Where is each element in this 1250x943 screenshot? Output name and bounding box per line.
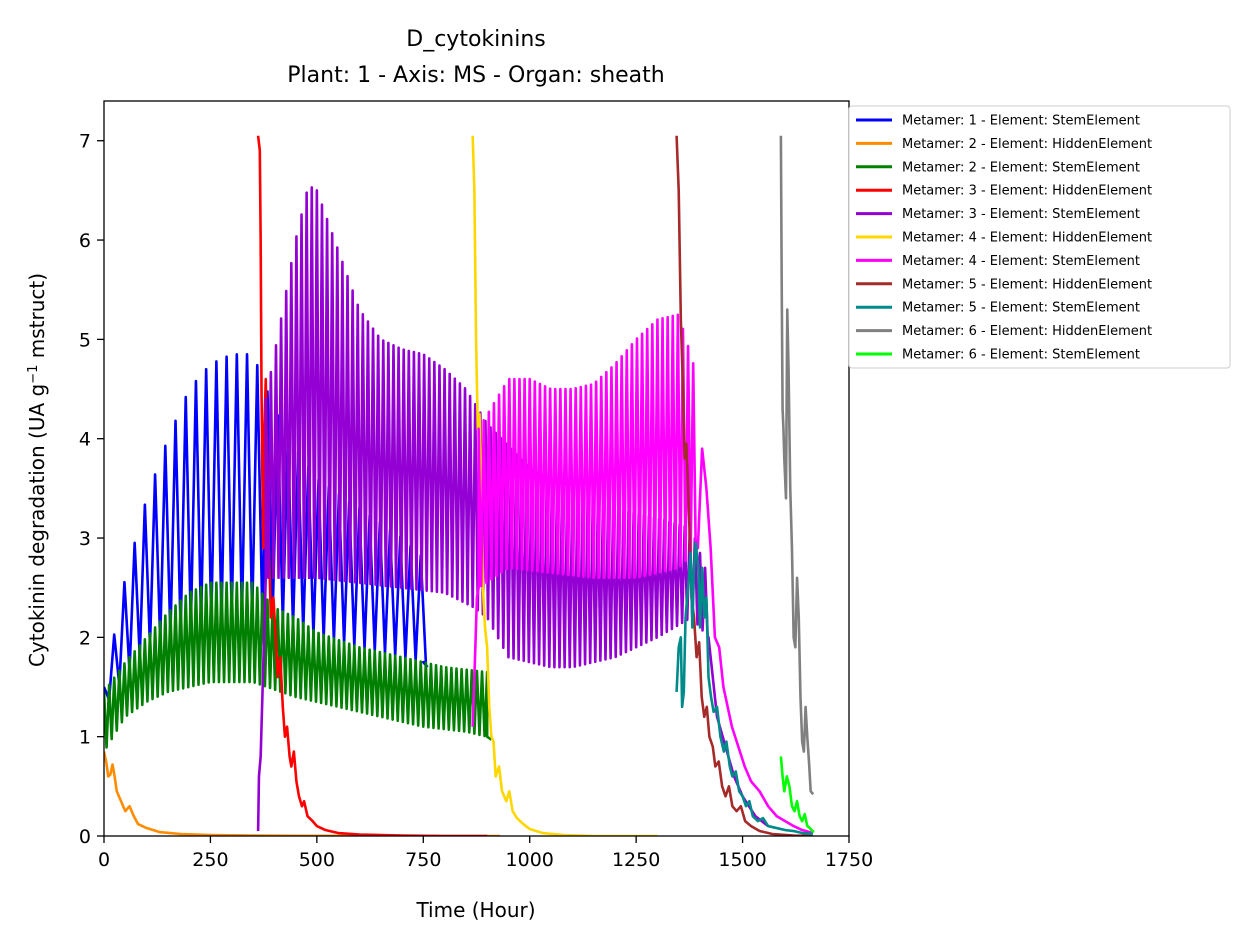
y-tick-label: 0: [79, 826, 91, 848]
series-layer: [104, 135, 815, 836]
legend-entry: Metamer: 4 - Element: HiddenElement: [902, 231, 1152, 246]
y-axis-label: Cytokinin degradation (UA g−1 mstruct): [25, 273, 49, 667]
y-tick-label: 5: [79, 329, 91, 351]
legend: Metamer: 1 - Element: StemElement Metamer…: [848, 105, 1231, 369]
series-line-10: [779, 135, 815, 796]
x-tick-label: 750: [405, 849, 441, 871]
y-tick-label: 3: [79, 528, 91, 550]
x-tick-label: 250: [192, 849, 228, 871]
y-tick-label: 4: [79, 429, 91, 451]
y-tick-label: 2: [79, 627, 91, 649]
series-line-8: [675, 135, 813, 836]
legend-entry: Metamer: 5 - Element: StemElement: [902, 301, 1140, 316]
series-line-4: [256, 135, 488, 836]
y-axis-label-prefix: Cytokinin degradation (UA g: [25, 384, 49, 667]
series-line-7: [471, 313, 814, 835]
legend-entry: Metamer: 2 - Element: StemElement: [902, 160, 1140, 175]
x-tick-label: 500: [299, 849, 335, 871]
y-tick-label: 1: [79, 727, 91, 749]
plot-frame: [103, 100, 850, 837]
legend-entry: Metamer: 4 - Element: StemElement: [902, 254, 1140, 269]
legend-entry: Metamer: 6 - Element: StemElement: [902, 348, 1140, 363]
series-line-5: [256, 186, 769, 832]
y-axis: 0 1 2 3 4 5 6 7: [79, 131, 104, 848]
x-axis: 0 250 500 750 1000 1250 1500 1750: [98, 836, 873, 871]
legend-entry: Metamer: 3 - Element: StemElement: [902, 207, 1140, 222]
x-tick-label: 0: [98, 849, 110, 871]
legend-frame: [848, 105, 1231, 369]
legend-entry: Metamer: 5 - Element: HiddenElement: [902, 277, 1152, 292]
y-axis-label-suffix: mstruct): [25, 273, 49, 365]
chart-subtitle: Plant: 1 - Axis: MS - Organ: sheath: [287, 63, 664, 88]
legend-entry: Metamer: 2 - Element: HiddenElement: [902, 137, 1152, 152]
series-line-9: [675, 541, 813, 836]
legend-entry: Metamer: 3 - Element: HiddenElement: [902, 184, 1152, 199]
series-line-11: [779, 756, 815, 834]
y-tick-label: 6: [79, 230, 91, 252]
x-tick-label: 1750: [825, 849, 873, 871]
x-tick-label: 1500: [718, 849, 766, 871]
series-line-6: [471, 135, 658, 836]
y-axis-label-sup: −1: [26, 365, 41, 384]
y-tick-label: 7: [79, 131, 91, 153]
legend-entry: Metamer: 1 - Element: StemElement: [902, 114, 1140, 129]
chart-title: D_cytokinins: [406, 27, 545, 52]
x-axis-label: Time (Hour): [415, 898, 535, 922]
legend-entry: Metamer: 6 - Element: HiddenElement: [902, 324, 1152, 339]
series-line-3: [104, 581, 493, 749]
x-tick-label: 1000: [506, 849, 554, 871]
x-tick-label: 1250: [612, 849, 660, 871]
